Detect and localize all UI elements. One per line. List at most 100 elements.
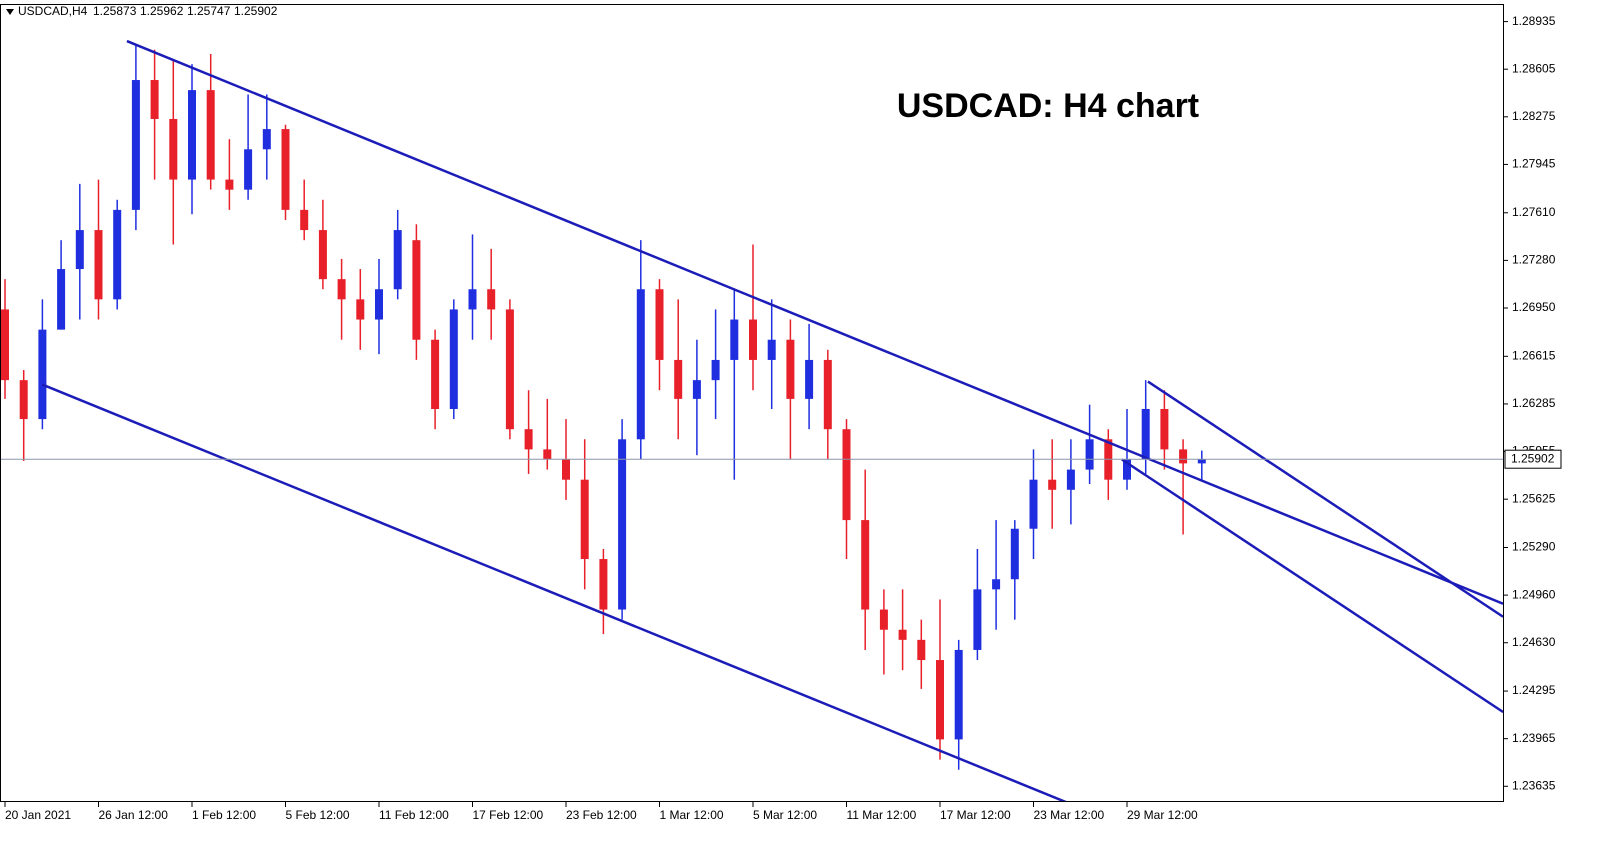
y-tick-label: 1.26285	[1512, 396, 1556, 410]
candle-body	[692, 380, 701, 399]
candle-body	[879, 609, 888, 630]
candle-body	[300, 209, 309, 231]
plot-area	[1, 39, 1503, 801]
candle-body	[150, 80, 159, 119]
candle-body	[543, 449, 552, 460]
candle-body	[1160, 408, 1169, 450]
candle-body	[393, 230, 402, 290]
x-tick-label: 17 Feb 12:00	[473, 808, 544, 822]
candle-body	[954, 649, 963, 740]
candle-body	[244, 149, 253, 190]
y-tick-label: 1.24630	[1512, 635, 1556, 649]
candle-body	[580, 479, 589, 560]
x-tick-label: 11 Feb 12:00	[379, 808, 449, 822]
candle-body	[898, 629, 907, 640]
x-tick-label: 1 Mar 12:00	[660, 808, 724, 822]
candle-body	[75, 230, 84, 270]
header-open: 1.25873	[93, 4, 137, 18]
candle-body	[225, 179, 234, 190]
candle-body	[655, 289, 664, 360]
candle-body	[711, 359, 720, 381]
candle-body	[618, 439, 627, 610]
candle-body	[936, 660, 944, 740]
candle-body	[431, 339, 440, 409]
candle-body	[38, 329, 47, 420]
candle-body	[562, 459, 570, 480]
candle-body	[730, 319, 739, 360]
y-tick-label: 1.26615	[1512, 349, 1556, 363]
candle-body	[356, 299, 365, 320]
candle-body	[861, 520, 870, 610]
x-tick-label: 11 Mar 12:00	[847, 808, 917, 822]
candle-body	[375, 289, 383, 320]
candle-body	[992, 579, 1001, 590]
x-tick-label: 20 Jan 2021	[5, 808, 71, 822]
candle-body	[131, 80, 140, 210]
candle-body	[19, 380, 28, 420]
candle-body	[674, 359, 683, 399]
candle-body	[449, 309, 458, 409]
candle-body	[94, 230, 103, 300]
x-tick-label: 5 Mar 12:00	[753, 808, 817, 822]
y-tick-label: 1.25625	[1512, 491, 1556, 505]
header-high: 1.25962	[140, 4, 184, 18]
candle-body	[487, 289, 496, 310]
candle-body	[917, 639, 926, 661]
candle-body	[169, 118, 178, 180]
trend-line	[1147, 380, 1503, 618]
candle-body	[1010, 528, 1019, 580]
candle-body	[1066, 469, 1075, 490]
candle-body	[468, 289, 477, 310]
candle-body	[805, 359, 814, 399]
x-tick-label: 17 Mar 12:00	[940, 808, 1011, 822]
candle-body	[505, 309, 514, 430]
x-tick-label: 23 Mar 12:00	[1034, 808, 1105, 822]
x-tick-label: 26 Jan 12:00	[99, 808, 169, 822]
candle-body	[842, 429, 851, 521]
menu-triangle	[6, 9, 14, 15]
x-tick-label: 23 Feb 12:00	[566, 808, 637, 822]
price-label: 1.25902	[1511, 451, 1555, 465]
header-low: 1.25747	[187, 4, 231, 18]
candle-body	[113, 209, 122, 300]
candle-body	[973, 589, 982, 650]
y-tick-label: 1.23965	[1512, 731, 1556, 745]
x-tick-label: 1 Feb 12:00	[192, 808, 256, 822]
trend-line	[126, 39, 1503, 605]
candle-body	[636, 289, 645, 440]
candle-body	[188, 90, 196, 180]
y-tick-label: 1.27280	[1512, 253, 1556, 267]
trend-line	[1121, 458, 1503, 714]
candle-body	[749, 319, 757, 360]
candle-body	[57, 269, 66, 330]
y-tick-label: 1.27610	[1512, 205, 1556, 219]
symbol: USDCAD,H4	[18, 4, 88, 18]
y-tick-label: 1.28275	[1512, 109, 1556, 123]
trend-line	[41, 383, 1067, 801]
x-tick-label: 5 Feb 12:00	[286, 808, 350, 822]
y-tick-label: 1.25290	[1512, 540, 1556, 554]
candle-body	[524, 429, 533, 450]
candle-body	[1, 309, 9, 381]
candle-body	[337, 279, 346, 300]
x-tick-label: 29 Mar 12:00	[1127, 808, 1198, 822]
candle-body	[1141, 408, 1150, 460]
candle-body	[206, 90, 215, 180]
y-tick-label: 1.28605	[1512, 61, 1556, 75]
candle-body	[262, 129, 271, 150]
candle-body	[1123, 459, 1131, 480]
y-tick-label: 1.26950	[1512, 300, 1556, 314]
plot-frame	[0, 4, 1504, 802]
price-label-box	[1504, 449, 1562, 469]
candle-body	[767, 339, 776, 360]
candle-body	[823, 359, 832, 430]
candle-body	[1085, 439, 1094, 470]
y-tick-label: 1.24960	[1512, 587, 1556, 601]
candle-body	[1197, 459, 1206, 464]
candle-body	[318, 230, 327, 280]
candle-body	[412, 240, 421, 340]
header-close: 1.25902	[234, 4, 278, 18]
candle-body	[1179, 449, 1188, 464]
